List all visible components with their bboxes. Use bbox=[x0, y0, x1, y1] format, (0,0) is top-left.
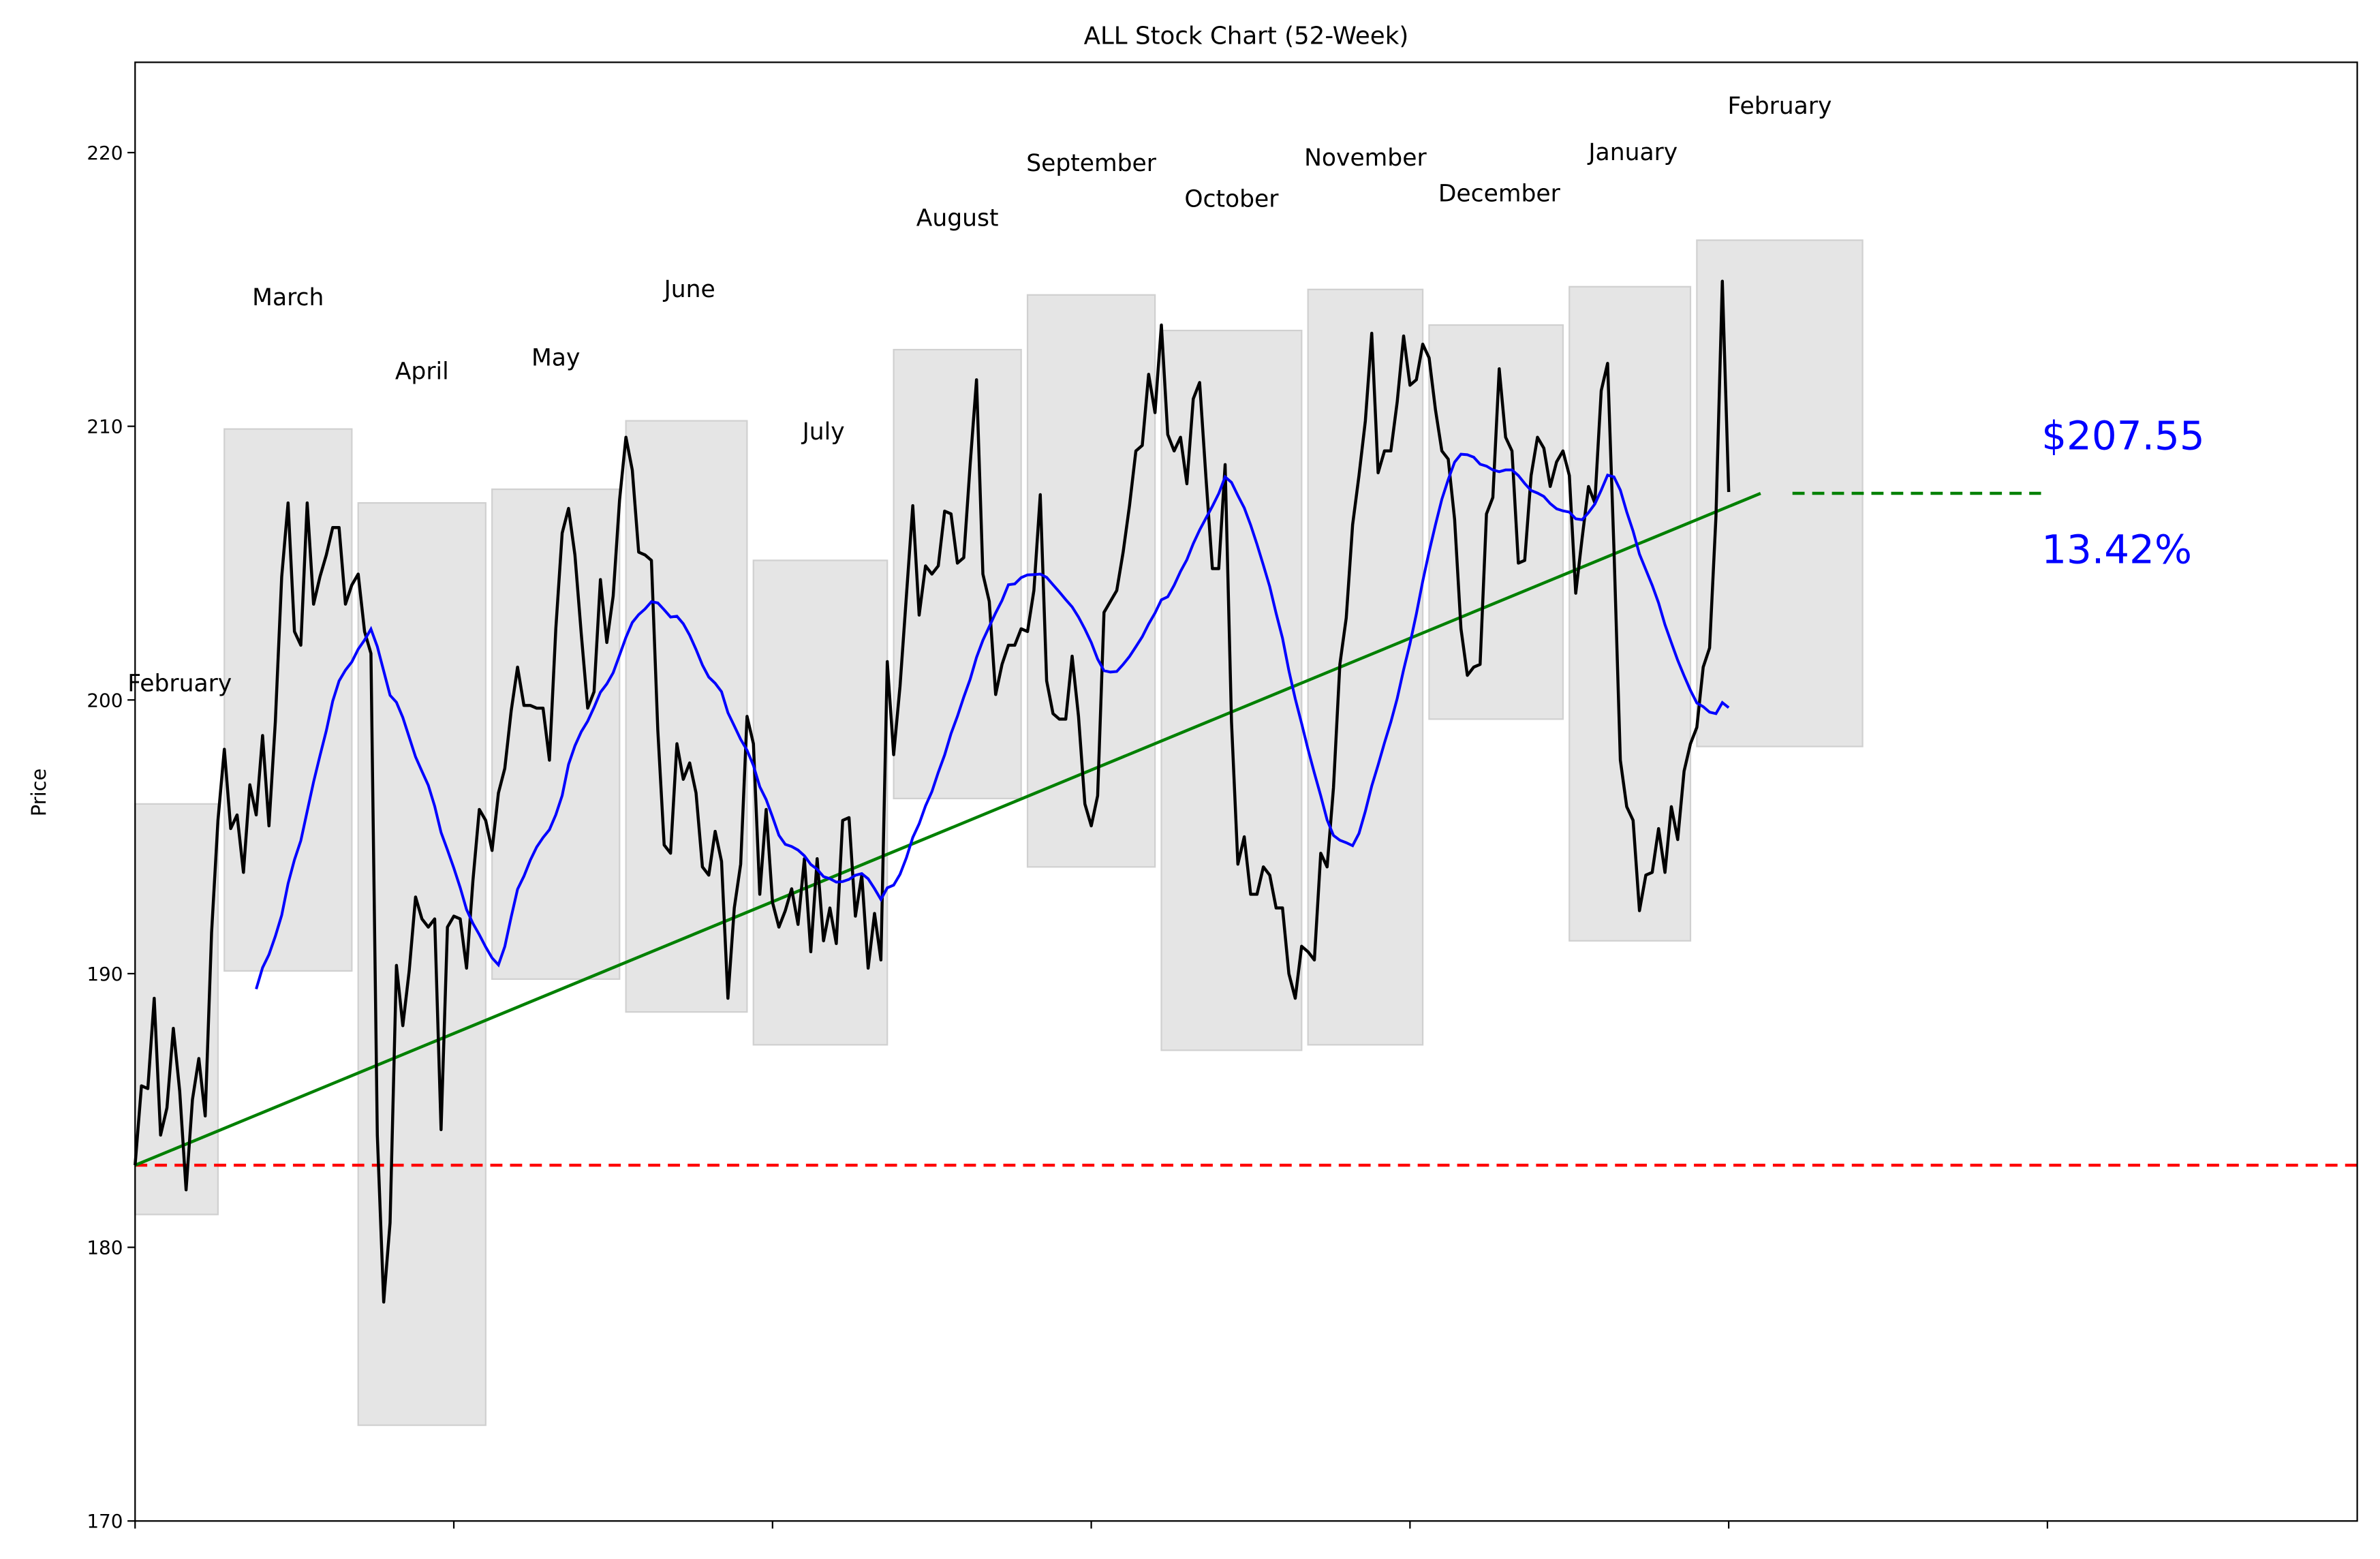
trend-line bbox=[134, 491, 1761, 1167]
month-box bbox=[893, 349, 1022, 799]
y-tick-label: 210 bbox=[87, 416, 123, 438]
month-label: February bbox=[127, 670, 232, 697]
plot-frame bbox=[134, 61, 2358, 1522]
y-tick-label: 200 bbox=[87, 689, 123, 711]
month-label: December bbox=[1438, 180, 1561, 207]
month-label: September bbox=[1026, 150, 1157, 177]
month-label: October bbox=[1184, 185, 1279, 213]
percent-change-label: 13.42% bbox=[2041, 527, 2192, 573]
axes: 170 180 190 200 210 220 bbox=[87, 61, 2358, 1532]
month-box bbox=[752, 559, 888, 1046]
month-label: March bbox=[252, 284, 324, 311]
month-label: November bbox=[1304, 144, 1427, 172]
moving-average-line bbox=[255, 452, 1730, 990]
month-boxes bbox=[134, 239, 1864, 1426]
month-label: August bbox=[916, 205, 999, 232]
chart-title: ALL Stock Chart (52-Week) bbox=[1084, 22, 1409, 50]
month-box bbox=[625, 420, 748, 1013]
price-line bbox=[134, 279, 1731, 1304]
y-tick-label: 190 bbox=[87, 963, 123, 985]
month-box bbox=[1026, 294, 1156, 868]
month-label: May bbox=[531, 344, 580, 371]
month-labels: February March April May June July August Septe… bbox=[127, 93, 1832, 697]
y-tick-label: 170 bbox=[87, 1510, 123, 1532]
month-label: June bbox=[663, 276, 715, 303]
month-label: February bbox=[1728, 93, 1832, 120]
month-label: January bbox=[1587, 139, 1678, 166]
month-label: April bbox=[395, 358, 449, 385]
y-axis-label: Price bbox=[27, 769, 50, 817]
y-tick-label: 180 bbox=[87, 1237, 123, 1259]
month-box bbox=[1428, 324, 1564, 720]
y-tick-label: 220 bbox=[87, 142, 123, 164]
month-box bbox=[1568, 285, 1692, 942]
plot-marks bbox=[134, 279, 2358, 1304]
current-price-label: $207.55 bbox=[2041, 412, 2204, 459]
month-box bbox=[491, 488, 621, 981]
month-box bbox=[134, 803, 219, 1216]
month-label: July bbox=[801, 418, 845, 446]
